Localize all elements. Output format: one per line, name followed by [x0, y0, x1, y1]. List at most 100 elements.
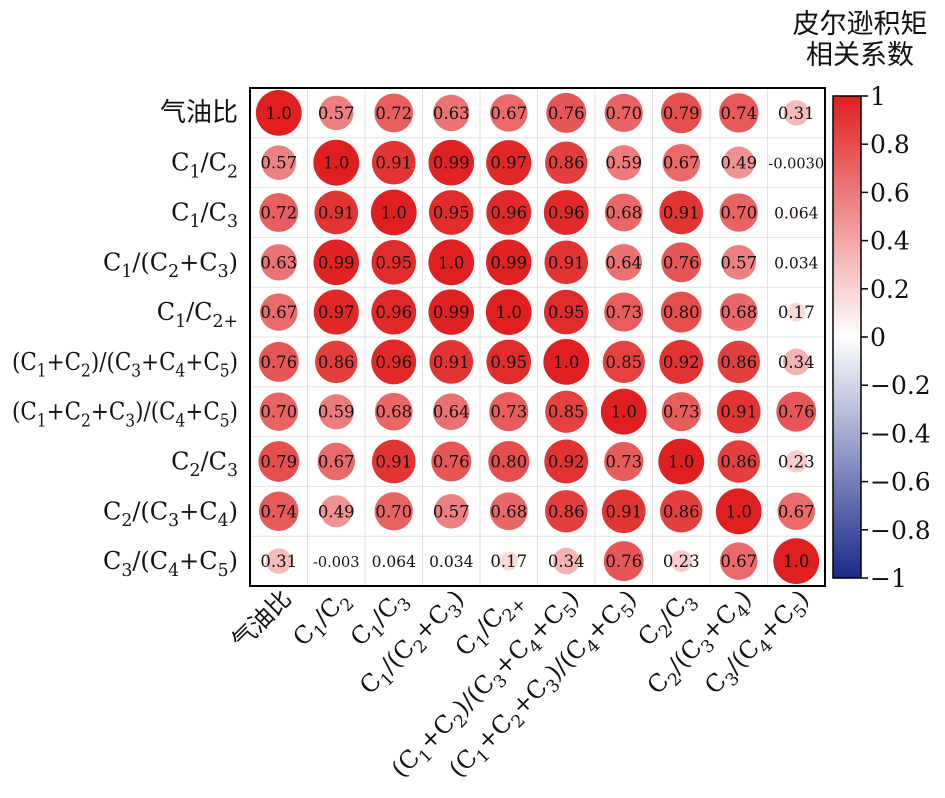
cell-value-label: 0.86: [663, 502, 700, 521]
correlation-circle: [773, 538, 820, 584]
column-label: C1​/C2​: [287, 584, 358, 655]
correlation-circle: [315, 340, 358, 384]
correlation-circle: [499, 551, 519, 571]
correlation-circle: [719, 193, 758, 232]
column-labels: 气油比C1​/C2​C1​/C3​C1​/(C2​+C3​)C1​/C2+​(C…: [226, 584, 814, 783]
cell-value-label: 0.23: [778, 453, 815, 472]
cell-value-label: 0.76: [260, 353, 297, 372]
cell-value-label: 1.0: [668, 453, 694, 472]
cell-value-label: 0.70: [260, 403, 297, 422]
correlation-circle: [261, 145, 297, 180]
correlation-circle: [606, 145, 642, 181]
colorbar-tick-label: −1: [870, 564, 907, 593]
correlation-circle: [429, 340, 474, 384]
cell-value-label: 0.96: [548, 204, 585, 223]
correlation-circle: [782, 348, 810, 376]
correlation-circle: [604, 193, 643, 232]
colorbar-tick-label: 0.6: [870, 178, 910, 207]
cell-value-label: 0.68: [490, 502, 527, 521]
correlation-circle: [786, 302, 806, 322]
cell-value-label: 0.59: [318, 403, 355, 422]
heatmap-circles: [255, 90, 820, 584]
cell-value-label: 0.92: [663, 353, 700, 372]
cell-value-label: 1.0: [783, 552, 809, 571]
correlation-circle: [717, 440, 760, 483]
colorbar-tick-label: 0.8: [870, 130, 910, 159]
cell-value-label: 0.70: [720, 204, 757, 223]
cell-value-label: 1.0: [323, 154, 349, 173]
cell-value-label: 0.86: [720, 453, 757, 472]
cell-value-label: 0.73: [605, 453, 642, 472]
cell-value-label: 0.91: [433, 353, 470, 372]
chart-title-line: 相关系数: [806, 40, 914, 71]
cell-value-label: 0.34: [778, 353, 815, 372]
cell-value-label: 0.034: [774, 254, 819, 272]
correlation-circle: [255, 90, 302, 136]
correlation-circle: [488, 441, 530, 482]
correlation-circle: [659, 339, 704, 384]
correlation-circle: [658, 438, 705, 485]
row-label: (C1​+C2​)/(C3​+C4​+C5​): [12, 348, 238, 382]
cell-value-label: 1.0: [726, 502, 752, 521]
correlation-circle: [265, 548, 292, 574]
correlation-circle: [662, 143, 700, 182]
cell-value-label: 0.70: [375, 502, 412, 521]
correlation-circle: [794, 161, 798, 164]
cell-value-label: 1.0: [438, 253, 464, 272]
row-label: C1​/(C2​+C3​): [103, 248, 238, 282]
cell-value-label: 0.67: [318, 453, 355, 472]
correlation-circle: [374, 492, 413, 531]
correlation-circle: [371, 239, 417, 285]
colorbar-tick-label: −0.2: [870, 371, 931, 400]
correlation-circle: [259, 392, 298, 431]
correlation-circle: [258, 441, 300, 482]
correlation-circle: [387, 555, 400, 567]
correlation-circle: [792, 258, 801, 267]
correlation-circle: [371, 289, 417, 335]
cell-value-label: -0.003: [313, 555, 359, 571]
correlation-circle: [485, 239, 532, 286]
cell-value-label: 0.17: [490, 552, 527, 571]
colorbar-gradient: [832, 95, 862, 579]
correlation-circle: [543, 190, 589, 235]
cell-value-label: 0.73: [605, 303, 642, 322]
correlation-circle: [601, 489, 646, 534]
heatmap-frame: [249, 87, 826, 587]
correlation-circle: [670, 550, 693, 573]
cell-value-label: 0.97: [318, 303, 355, 322]
cell-value-label: 0.86: [318, 353, 355, 372]
correlation-circle: [371, 439, 416, 484]
row-label: C1​/C3​: [171, 199, 238, 233]
cell-value-label: 0.91: [375, 453, 412, 472]
cell-value-label: 0.64: [433, 403, 470, 422]
correlation-circle: [334, 559, 338, 563]
cell-value-label: 0.74: [720, 104, 757, 123]
colorbar-tick-label: −0.8: [870, 516, 931, 545]
correlation-circle: [489, 392, 529, 432]
cell-value-label: 0.79: [663, 104, 700, 123]
cell-value-label: 0.70: [605, 104, 642, 123]
row-label: C1​/C2+​: [157, 298, 238, 332]
cell-value-label: 1.0: [611, 403, 637, 422]
correlation-circle: [777, 492, 815, 531]
correlation-circle: [661, 392, 701, 432]
cell-value-label: 0.63: [433, 104, 470, 123]
correlation-circle: [428, 239, 475, 286]
cell-value-label: 0.67: [778, 502, 815, 521]
cell-value-label: 0.68: [605, 204, 642, 223]
correlation-circle: [545, 141, 588, 184]
correlation-circle: [433, 494, 469, 529]
correlation-circle: [431, 441, 472, 482]
cell-value-label: 0.91: [548, 253, 585, 272]
heatmap-grid: [250, 88, 825, 586]
cell-value-label: 0.74: [260, 502, 297, 521]
cell-value-label: 0.85: [605, 353, 642, 372]
cell-value-label: 0.91: [720, 403, 757, 422]
cell-value-label: 0.73: [663, 403, 700, 422]
correlation-circle: [489, 492, 528, 531]
correlation-circle: [716, 389, 761, 434]
correlation-circle: [660, 92, 702, 134]
cell-value-label: 0.92: [548, 453, 585, 472]
colorbar-tick-label: −0.4: [870, 419, 931, 448]
